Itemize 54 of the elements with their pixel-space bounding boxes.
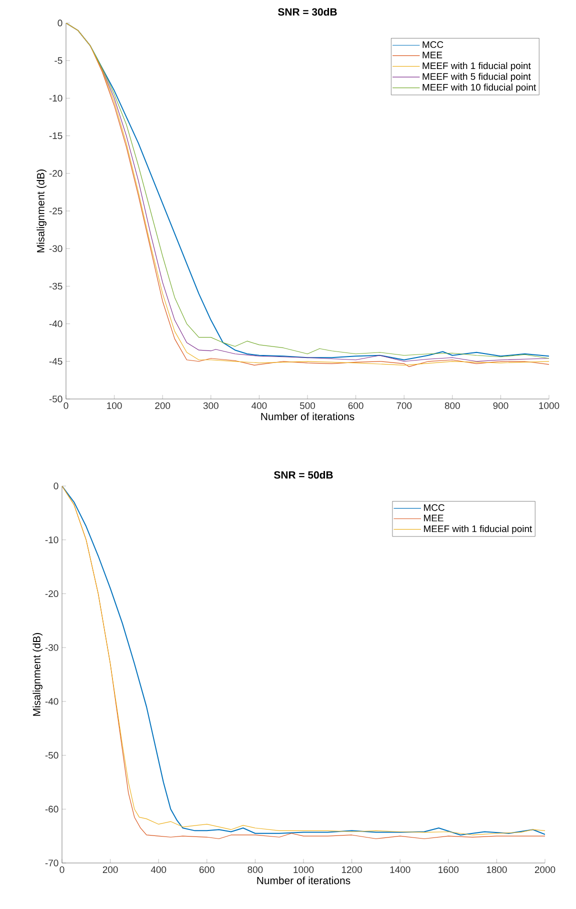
y-tick-label: -20	[49, 170, 62, 177]
x-tick-label: 1400	[390, 866, 410, 874]
y-tick-label: 0	[54, 482, 58, 490]
x-tick-label: 1000	[294, 866, 314, 874]
x-tick-label: 900	[493, 402, 508, 410]
x-tick-label: 800	[444, 402, 460, 410]
x-axis-title: Number of iterations	[257, 876, 350, 884]
legend-label: MCC	[422, 41, 444, 48]
chart-title: SNR = 30dB	[278, 8, 337, 16]
x-tick-label: 600	[199, 866, 214, 874]
y-axis-title: Misalignment (dB)	[36, 170, 46, 252]
y-tick-label: -30	[45, 644, 58, 651]
x-tick-label: 100	[107, 402, 122, 410]
x-axis-title: Number of iterations	[261, 412, 354, 420]
x-tick-label: 300	[203, 402, 218, 410]
y-tick-label: -15	[49, 132, 62, 140]
legend-label: MEEF with 10 fiducial point	[422, 84, 536, 93]
y-tick-label: -60	[45, 806, 58, 812]
x-tick-label: 0	[64, 402, 68, 410]
legend-label: MEEF with 1 fiducial point	[424, 525, 532, 534]
y-tick-label: -10	[49, 94, 62, 102]
x-tick-label: 1800	[486, 866, 507, 874]
x-tick-label: 1200	[342, 866, 362, 874]
y-tick-label: -40	[49, 320, 62, 328]
y-tick-label: -50	[49, 396, 62, 402]
y-tick-label: -30	[49, 245, 62, 252]
y-tick-label: -25	[49, 208, 62, 214]
chart-title: SNR = 50dB	[274, 470, 333, 479]
x-tick-label: 200	[155, 402, 170, 410]
x-tick-label: 400	[252, 402, 267, 410]
y-tick-label: -70	[45, 860, 58, 866]
x-tick-label: 700	[396, 402, 412, 410]
y-tick-label: -10	[45, 536, 58, 544]
legend-label: MEEF with 1 fiducial point	[422, 62, 531, 71]
legend-label: MEE	[422, 52, 442, 58]
x-tick-label: 2000	[534, 866, 556, 874]
y-tick-label: -35	[49, 282, 62, 290]
y-tick-label: -50	[45, 752, 58, 759]
x-tick-label: 1600	[438, 866, 459, 874]
x-tick-label: 500	[300, 402, 316, 410]
y-tick-label: -5	[54, 57, 62, 64]
legend-label: MEEF with 5 fiducial point	[422, 72, 531, 82]
y-tick-label: -20	[45, 590, 58, 598]
x-tick-label: 800	[248, 866, 263, 874]
x-tick-label: 1000	[539, 402, 560, 410]
x-tick-label: 400	[150, 866, 166, 874]
legend-label: MCC	[424, 504, 444, 511]
y-tick-label: -40	[45, 698, 58, 705]
y-tick-label: -45	[49, 358, 62, 365]
y-axis-title: Misalignment (dB)	[32, 633, 42, 716]
y-tick-label: 0	[58, 20, 62, 26]
legend-label: MEE	[424, 514, 444, 522]
x-tick-label: 200	[102, 866, 118, 874]
x-tick-label: 600	[348, 402, 364, 410]
